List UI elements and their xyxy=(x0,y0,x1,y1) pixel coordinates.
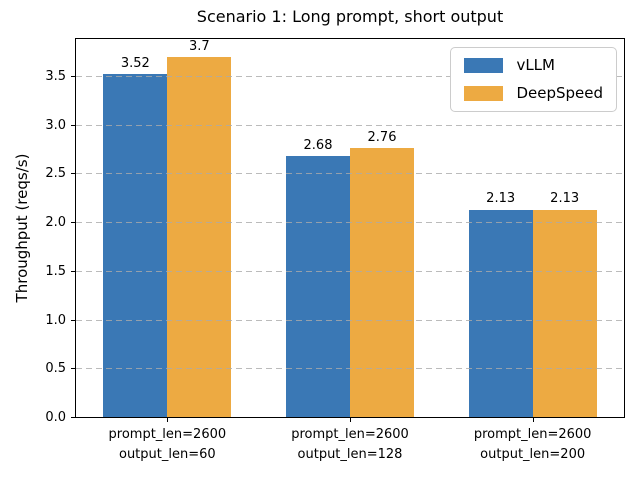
y-tick-mark xyxy=(71,76,75,78)
legend-item-deepspeed: DeepSpeed xyxy=(464,86,603,101)
legend-swatch-vllm xyxy=(464,58,504,73)
legend-label: vLLM xyxy=(516,56,555,74)
chart-title: Scenario 1: Long prompt, short output xyxy=(196,7,504,26)
legend-label: DeepSpeed xyxy=(516,84,603,102)
y-tick-mark xyxy=(71,173,75,175)
y-tick-label: 2.5 xyxy=(45,166,66,182)
bar-value-label: 3.52 xyxy=(120,56,150,72)
gridline xyxy=(76,319,624,321)
bar-vllm-group1 xyxy=(103,74,168,417)
y-tick-label: 3.0 xyxy=(45,117,66,133)
y-tick-label: 0.0 xyxy=(45,410,66,425)
y-tick-mark xyxy=(71,368,75,370)
y-tick-label: 1.0 xyxy=(45,312,66,328)
y-tick-mark xyxy=(71,222,75,224)
bar-vllm-group3 xyxy=(468,209,533,417)
gridline xyxy=(76,173,624,175)
bar-vllm-group2 xyxy=(286,155,350,417)
bar-value-label: 2.76 xyxy=(367,130,397,146)
gridline xyxy=(76,368,624,370)
y-tick-mark xyxy=(71,270,75,272)
gridline xyxy=(76,124,624,126)
bar-value-label: 2.68 xyxy=(303,137,333,153)
bar-value-label: 2.13 xyxy=(550,191,580,207)
y-tick-mark xyxy=(71,124,75,126)
gridline xyxy=(76,270,624,272)
legend: vLLM DeepSpeed xyxy=(450,47,617,112)
bar-value-label: 3.7 xyxy=(188,38,210,54)
bar-deepspeed-group2 xyxy=(350,148,414,417)
x-tick-label: prompt_len=2600 output_len=128 xyxy=(291,427,409,462)
legend-item-vllm: vLLM xyxy=(464,58,603,73)
bar-deepspeed-group1 xyxy=(167,56,232,417)
bar-deepspeed-group3 xyxy=(532,209,597,417)
x-tick-mark xyxy=(167,418,169,422)
y-tick-label: 3.5 xyxy=(45,69,66,85)
y-tick-label: 1.5 xyxy=(45,263,66,279)
y-tick-label: 2.0 xyxy=(45,215,66,231)
x-tick-label: prompt_len=2600 output_len=60 xyxy=(108,427,227,462)
plot-area: vLLM DeepSpeed 3.52 3.7 2.68 2.76 2.13 2.13 xyxy=(75,38,625,418)
y-tick-mark xyxy=(71,417,75,418)
y-tick-label: 0.5 xyxy=(45,361,66,377)
y-tick-mark xyxy=(71,319,75,321)
x-tick-label: prompt_len=2600 output_len=200 xyxy=(473,427,592,462)
legend-swatch-deepspeed xyxy=(464,86,504,101)
bar-value-label: 2.13 xyxy=(486,191,516,207)
x-tick-mark xyxy=(532,418,534,422)
gridline xyxy=(76,222,624,224)
x-tick-mark xyxy=(350,418,351,422)
gridline xyxy=(76,76,624,78)
